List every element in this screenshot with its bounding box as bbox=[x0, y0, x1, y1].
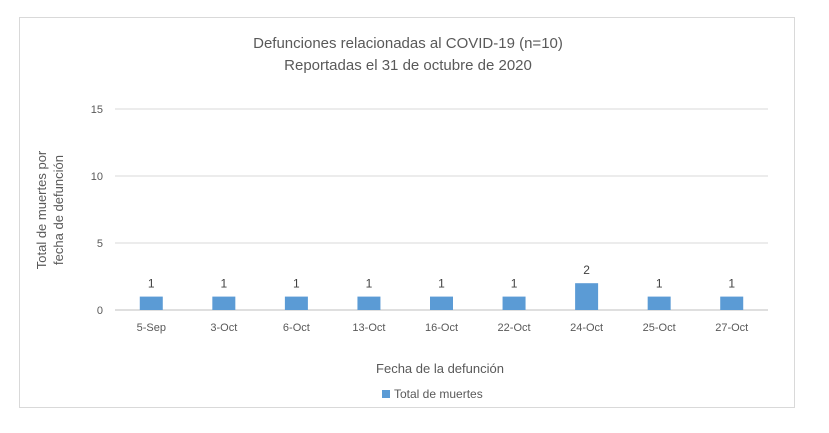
data-label-6-Oct: 1 bbox=[293, 277, 300, 291]
legend: Total de muertes bbox=[382, 387, 483, 401]
data-labels: 1 1 1 1 1 1 2 1 1 bbox=[148, 263, 735, 290]
chart-title: Defunciones relacionadas al COVID-19 (n=… bbox=[253, 35, 563, 52]
x-axis-title: Fecha de la defunción bbox=[376, 361, 504, 376]
x-tick-label-25-Oct: 25-Oct bbox=[643, 322, 676, 334]
data-label-22-Oct: 1 bbox=[511, 277, 518, 291]
y-tick-label-15: 15 bbox=[91, 104, 103, 116]
y-tick-label-5: 5 bbox=[97, 238, 103, 250]
bar-chart: 0 5 10 15 1 1 1 1 1 1 2 1 1 5-Sep 3-Oct 6-Oct 13-Oct 16… bbox=[34, 35, 768, 401]
data-label-5-Sep: 1 bbox=[148, 277, 155, 291]
x-tick-label-13-Oct: 13-Oct bbox=[352, 322, 385, 334]
legend-swatch bbox=[382, 390, 390, 398]
x-tick-label-6-Oct: 6-Oct bbox=[283, 322, 310, 334]
data-label-27-Oct: 1 bbox=[728, 277, 735, 291]
data-label-13-Oct: 1 bbox=[366, 277, 373, 291]
bar-22-Oct bbox=[502, 296, 526, 310]
bars bbox=[139, 283, 744, 310]
legend-label: Total de muertes bbox=[394, 387, 483, 401]
bar-5-Sep bbox=[139, 296, 163, 310]
data-label-3-Oct: 1 bbox=[220, 277, 227, 291]
x-tick-label-27-Oct: 27-Oct bbox=[715, 322, 748, 334]
x-axis-ticks: 5-Sep 3-Oct 6-Oct 13-Oct 16-Oct 22-Oct 24-Oct 2… bbox=[137, 322, 749, 334]
bar-25-Oct bbox=[647, 296, 671, 310]
bar-16-Oct bbox=[430, 296, 453, 310]
bar-24-Oct bbox=[575, 283, 599, 310]
y-tick-label-0: 0 bbox=[97, 305, 103, 317]
x-tick-label-24-Oct: 24-Oct bbox=[570, 322, 603, 334]
y-axis-ticks: 0 5 10 15 bbox=[91, 104, 103, 317]
y-axis-title: Total de muertes por fecha de defunción bbox=[34, 150, 66, 269]
bar-6-Oct bbox=[284, 296, 308, 310]
x-tick-label-22-Oct: 22-Oct bbox=[498, 322, 531, 334]
chart-container: 0 5 10 15 1 1 1 1 1 1 2 1 1 5-Sep 3-Oct 6-Oct 13-Oct 16… bbox=[19, 17, 795, 408]
bar-13-Oct bbox=[357, 296, 381, 310]
bar-3-Oct bbox=[212, 296, 236, 310]
chart-subtitle: Reportadas el 31 de octubre de 2020 bbox=[284, 57, 532, 74]
data-label-24-Oct: 2 bbox=[583, 263, 590, 277]
y-tick-label-10: 10 bbox=[91, 171, 103, 183]
data-label-25-Oct: 1 bbox=[656, 277, 663, 291]
x-tick-label-16-Oct: 16-Oct bbox=[425, 322, 458, 334]
bar-27-Oct bbox=[720, 296, 744, 310]
x-tick-label-3-Oct: 3-Oct bbox=[210, 322, 237, 334]
y-axis-title-line-2: fecha de defunción bbox=[51, 155, 66, 265]
data-label-16-Oct: 1 bbox=[438, 277, 445, 291]
x-tick-label-5-Sep: 5-Sep bbox=[137, 322, 166, 334]
y-axis-title-line-1: Total de muertes por bbox=[34, 150, 49, 269]
